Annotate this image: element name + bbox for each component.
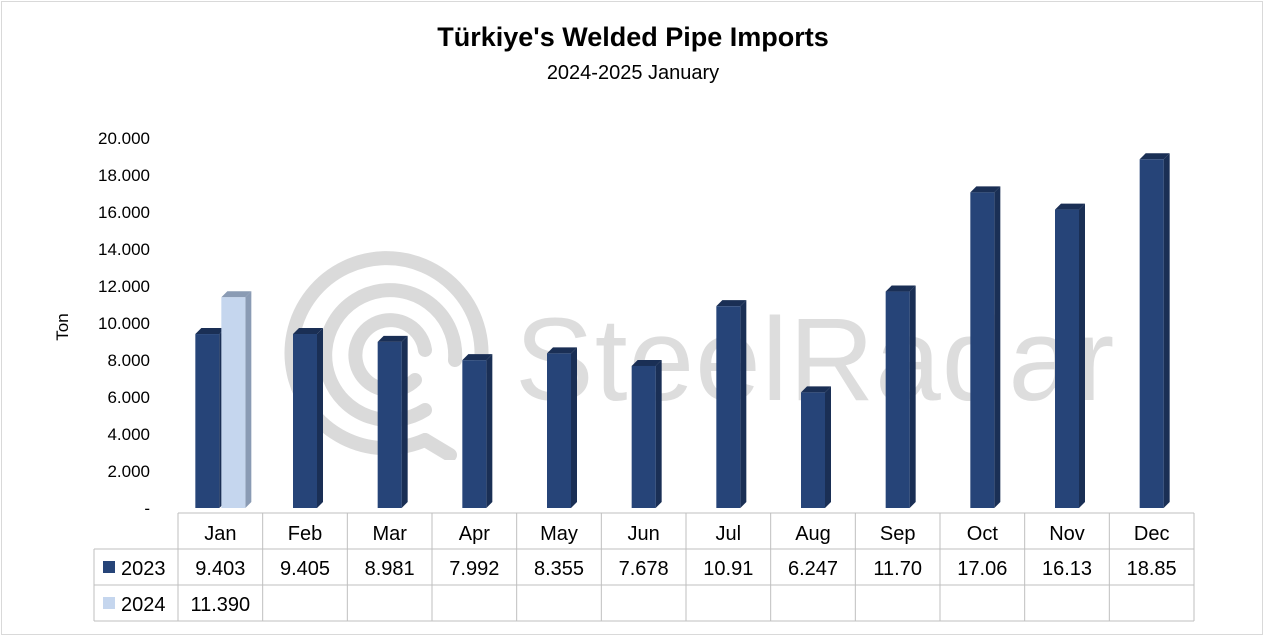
y-tick-label: 2.000 [107,462,150,481]
bar-front [462,360,487,508]
bar-2024-jan [221,291,252,508]
legend-key-2024 [103,597,115,609]
bar-2023-feb [293,328,323,508]
bar-side [571,347,577,508]
bar-side [245,291,252,508]
bar-2023-jul [716,300,747,508]
bar-top [462,354,493,361]
bar-top [377,335,408,342]
y-tick-label: 14.000 [98,240,150,259]
bar-2023-jun [631,359,662,508]
bar-side [655,359,662,508]
data-label-2023: 7.992 [449,558,499,580]
bar-front [547,353,571,508]
x-category-label: Nov [1049,523,1085,545]
x-category-label: Sep [880,523,916,545]
bar-top [970,186,1001,193]
bar-front [1055,209,1079,508]
bar-2023-jan [195,328,226,508]
bar-front [377,341,402,508]
y-tick-label: 16.000 [98,203,150,222]
x-category-label: Apr [459,523,490,545]
bar-top [716,300,747,307]
bar-front [195,334,220,508]
data-label-2023: 16.13 [1042,558,1092,580]
bar-top [801,386,831,393]
bar-side [825,386,831,508]
bar-side [1079,203,1085,508]
bar-side [317,328,323,508]
data-label-2023: 8.355 [534,558,584,580]
x-category-label: Jul [716,523,742,545]
bar-top [221,291,252,298]
bar-side [909,285,916,508]
chart-subtitle: 2024-2025 January [546,62,720,84]
bar-2023-may [547,347,577,508]
x-category-label: Jun [628,523,660,545]
y-tick-label: 8.000 [107,351,150,370]
data-label-2024: 11.390 [190,594,250,616]
bar-top [885,285,916,292]
bar-front [801,392,825,508]
data-label-2023: 17.06 [957,558,1007,580]
bar-front [631,365,656,508]
bar-side [994,186,1001,508]
x-category-label: Mar [372,523,407,545]
legend-key-2023 [103,561,115,573]
data-label-2023: 11.70 [873,558,922,580]
bar-2023-mar [377,335,408,508]
bar-side [486,354,493,508]
bar-front [293,334,317,508]
bar-2023-apr [462,354,493,508]
y-tick-label: 12.000 [98,277,150,296]
y-tick-label: 18.000 [98,166,150,185]
y-tick-label: 10.000 [98,314,150,333]
y-tick-label: 20.000 [98,129,150,148]
bar-side [401,335,408,508]
data-label-2023: 8.981 [365,558,415,580]
x-category-label: Dec [1134,523,1170,545]
bar-2023-aug [801,386,831,508]
y-tick-label: 6.000 [107,388,150,407]
x-category-label: Oct [967,523,999,545]
bar-front [221,297,246,508]
bar-2023-sep [885,285,916,508]
data-label-2023: 6.247 [788,558,838,580]
bar-2023-oct [970,186,1001,508]
chart-title: Türkiye's Welded Pipe Imports [437,22,829,52]
x-category-label: May [540,523,578,545]
data-label-2023: 7.678 [619,558,669,580]
bar-top [547,347,577,354]
data-label-2023: 18.85 [1127,558,1177,580]
bar-top [195,328,226,335]
bar-front [1139,159,1164,508]
bar-top [1055,203,1085,210]
y-tick-label: 4.000 [107,425,150,444]
bar-2023-dec [1139,153,1170,508]
bar-top [1139,153,1170,160]
data-label-2023: 9.403 [195,558,245,580]
x-category-label: Jan [204,523,236,545]
data-label-2023: 9.405 [280,558,330,580]
bar-2023-nov [1055,203,1085,508]
bar-side [1163,153,1170,508]
legend-label-2023: 2023 [121,558,166,580]
legend-label-2024: 2024 [121,594,166,616]
bar-front [970,192,995,508]
x-category-label: Aug [795,523,831,545]
data-label-2023: 10.91 [703,558,753,580]
bar-front [885,291,910,508]
bar-top [293,328,323,335]
bar-side [740,300,747,508]
y-tick-label: - [144,499,150,518]
bar-front [716,306,741,508]
bar-top [631,359,662,366]
x-category-label: Feb [288,523,322,545]
